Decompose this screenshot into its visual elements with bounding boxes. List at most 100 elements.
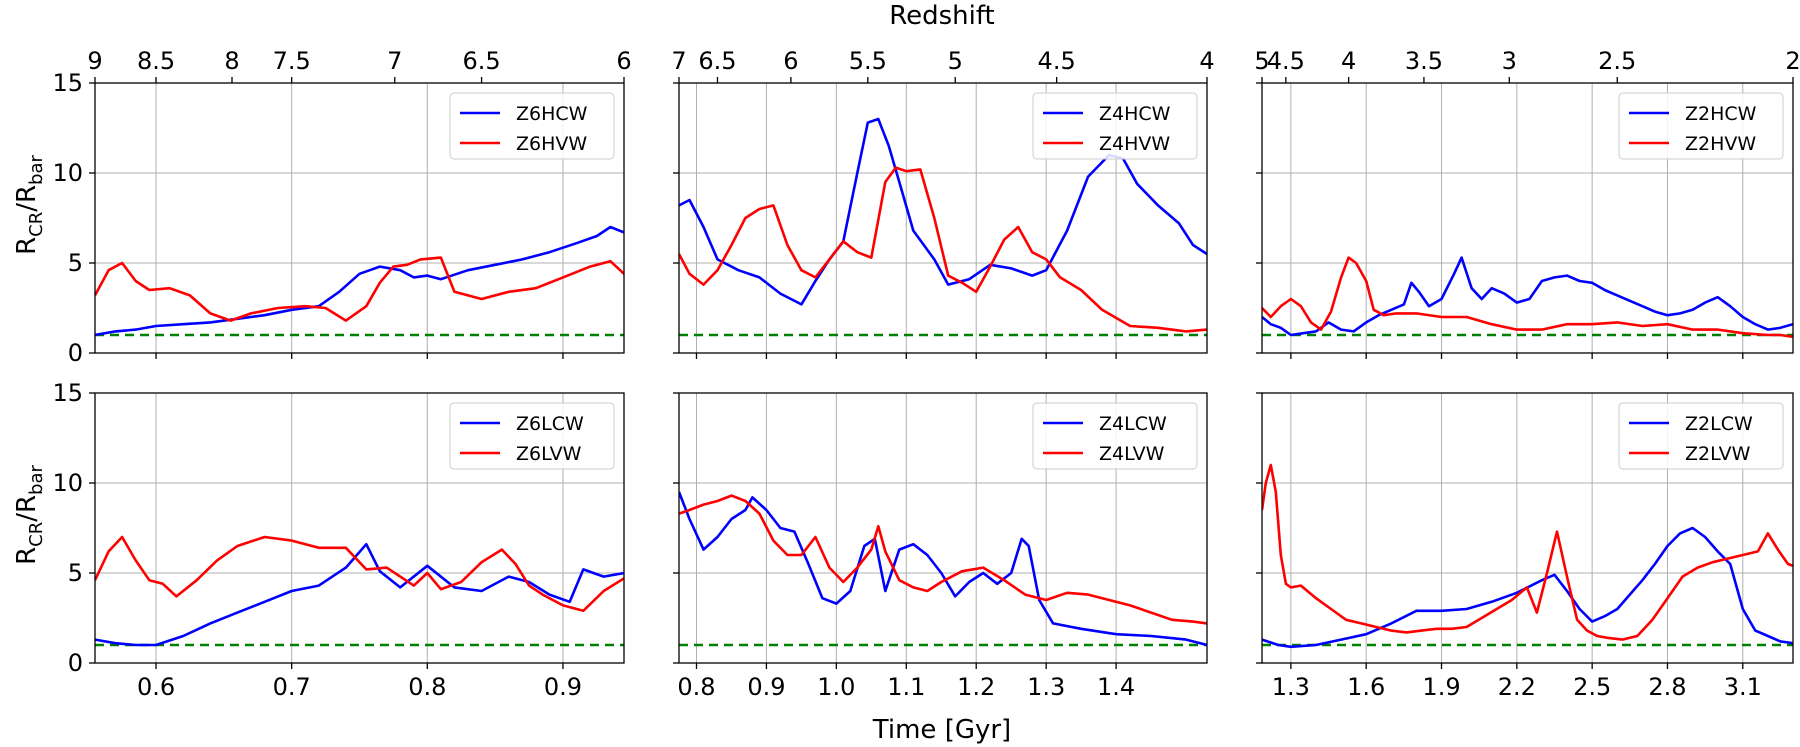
series-line-z4lcw	[679, 491, 1207, 647]
x-tick-label: 0.9	[747, 673, 785, 701]
ylabel-r: R	[12, 237, 42, 255]
top-tick-label: 6	[616, 47, 631, 75]
ylabel-bottom: RCR/Rbar	[12, 464, 47, 564]
y-tick-label: 15	[52, 69, 83, 97]
x-tick-label: 0.7	[273, 673, 311, 701]
ylabel-sub-cr: CR	[26, 522, 47, 547]
x-tick-label: 3.1	[1724, 673, 1762, 701]
series-line-z6lvw	[95, 535, 624, 613]
ylabel-sub-bar: bar	[26, 464, 47, 494]
x-tick-label: 2.5	[1573, 673, 1611, 701]
legend-label-z4hvw: Z4HVW	[1099, 133, 1170, 155]
top-tick-label: 6.5	[462, 47, 500, 75]
y-tick-label: 0	[68, 649, 83, 677]
legend-label-z6lcw: Z6LCW	[516, 413, 584, 435]
top-tick-label: 4	[1199, 47, 1214, 75]
legend-label-z6lvw: Z6LVW	[516, 443, 582, 465]
series-line-z2lvw	[1262, 463, 1793, 641]
x-tick-label: 1.0	[817, 673, 855, 701]
series-line-z4lvw	[679, 494, 1207, 625]
series-line-z6hcw	[95, 225, 624, 337]
top-tick-label: 8	[224, 47, 239, 75]
ylabel-slash: /R	[12, 185, 42, 212]
panel-z4hcw-z4hvw: 7 6.5 6 5.5 5 4.5 4 Z4HCW Z4HVW	[671, 47, 1215, 359]
y-tick-label: 5	[68, 249, 83, 277]
legend: Z2LCW Z2LVW	[1618, 402, 1784, 470]
legend-label-z2lcw: Z2LCW	[1685, 413, 1753, 435]
x-tick-label: 1.3	[1272, 673, 1310, 701]
legend-label-z4lcw: Z4LCW	[1099, 413, 1167, 435]
ylabel-sub-cr: CR	[26, 212, 47, 237]
x-tick-label: 1.3	[1027, 673, 1065, 701]
ylabel-top: RCR/Rbar	[12, 154, 47, 254]
x-tick-label: 1.1	[887, 673, 925, 701]
top-tick-label: 7	[671, 47, 686, 75]
panel-z2lcw-z2lvw: 1.3 1.6 1.9 2.2 2.5 2.8 3.1 Z2LCW Z2LVW	[1256, 392, 1794, 701]
axes-frame	[678, 82, 1208, 354]
top-tick-label: 5	[1254, 47, 1269, 75]
axes-frame	[94, 392, 625, 664]
x-tick-label: 1.6	[1347, 673, 1385, 701]
x-tick-label: 2.8	[1648, 673, 1686, 701]
legend-label-z2lvw: Z2LVW	[1685, 443, 1751, 465]
y-tick-label: 10	[52, 469, 83, 497]
legend: Z2HCW Z2HVW	[1618, 92, 1784, 160]
legend-label-z6hcw: Z6HCW	[516, 103, 588, 125]
series-line-z6hvw	[95, 256, 624, 322]
x-tick-label: 0.8	[677, 673, 715, 701]
top-tick-label: 8.5	[137, 47, 175, 75]
top-tick-label: 7.5	[273, 47, 311, 75]
x-tick-label: 1.2	[957, 673, 995, 701]
legend-label-z2hvw: Z2HVW	[1685, 133, 1756, 155]
top-tick-label: 4.5	[1267, 47, 1305, 75]
legend-label-z6hvw: Z6HVW	[516, 133, 587, 155]
top-tick-label: 2.5	[1598, 47, 1636, 75]
x-tick-label: 1.4	[1097, 673, 1135, 701]
legend-label-z4hcw: Z4HCW	[1099, 103, 1171, 125]
panel-z6lcw-z6lvw: 0.6 0.7 0.8 0.9 0 5 10 15 Z6LCW Z6LVW	[52, 379, 625, 701]
top-tick-label: 2	[1785, 47, 1800, 75]
legend: Z6HCW Z6HVW	[449, 92, 615, 160]
y-tick-label: 5	[68, 559, 83, 587]
series-line-z6lcw	[95, 542, 624, 647]
y-tick-label: 15	[52, 379, 83, 407]
ylabel-sub-bar: bar	[26, 154, 47, 184]
axes-frame	[678, 392, 1208, 664]
legend: Z4LCW Z4LVW	[1032, 402, 1198, 470]
y-tick-label: 10	[52, 159, 83, 187]
bottom-axis-label: Time [Gyr]	[872, 715, 1011, 745]
axes-frame	[1261, 82, 1794, 354]
legend: Z6LCW Z6LVW	[449, 402, 615, 470]
top-tick-label: 4	[1341, 47, 1356, 75]
ylabel-r: R	[12, 547, 42, 565]
legend-label-z2hcw: Z2HCW	[1685, 103, 1757, 125]
top-axis-label: Redshift	[889, 1, 995, 31]
ylabel-slash: /R	[12, 495, 42, 522]
x-tick-label: 1.9	[1422, 673, 1460, 701]
panel-z6hcw-z6hvw: 0 5 10 159 8.5 8 7.5 7 6.5 6 Z6HCW Z6HVW	[52, 47, 631, 367]
series-line-z4hvw	[679, 166, 1207, 333]
top-tick-label: 6	[783, 47, 798, 75]
legend: Z4HCW Z4HVW	[1032, 92, 1198, 160]
top-tick-label: 4.5	[1038, 47, 1076, 75]
top-tick-label: 3.5	[1405, 47, 1443, 75]
top-tick-label: 3	[1502, 47, 1517, 75]
series-line-z2hvw	[1262, 256, 1793, 339]
panel-z2hcw-z2hvw: 54.5 4 3.5 3 2.5 2 Z2HCW Z2HVW	[1254, 47, 1800, 359]
panel-z4lcw-z4lvw: 0.8 0.9 1.0 1.1 1.2 1.3 1.4 Z4LCW Z4LVW	[673, 392, 1208, 701]
top-tick-label: 5.5	[849, 47, 887, 75]
x-tick-label: 0.9	[544, 673, 582, 701]
axes-frame	[1261, 392, 1794, 664]
series-line-z2hcw	[1262, 256, 1793, 337]
x-tick-label: 2.2	[1498, 673, 1536, 701]
axes-frame	[94, 82, 625, 354]
top-tick-label: 6.5	[698, 47, 736, 75]
top-tick-label: 7	[387, 47, 402, 75]
top-tick-label: 9	[87, 47, 102, 75]
x-tick-label: 0.6	[137, 673, 175, 701]
y-tick-label: 0	[68, 339, 83, 367]
legend-label-z4lvw: Z4LVW	[1099, 443, 1165, 465]
x-tick-label: 0.8	[408, 673, 446, 701]
